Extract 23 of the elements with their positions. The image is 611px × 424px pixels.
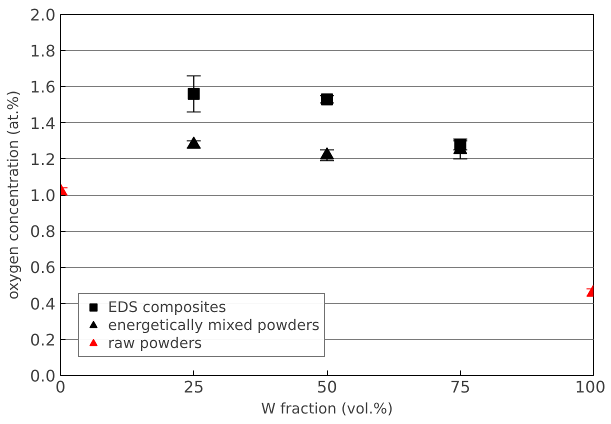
x-axis-title: W fraction (vol.%) — [261, 400, 393, 418]
y-tick-label: 1.6 — [30, 78, 56, 97]
x-tick-label: 50 — [316, 378, 338, 396]
x-tick-label: 25 — [184, 378, 204, 396]
x-tick-label: 75 — [450, 378, 470, 396]
y-tick-label: 1.2 — [30, 150, 56, 169]
point — [188, 88, 200, 100]
y-axis-title: oxygen concentration (at.%) — [5, 90, 22, 300]
y-tick-label: 0.2 — [30, 330, 56, 350]
y-tick-label: 0.4 — [30, 294, 56, 314]
y-tick-label: 1.0 — [30, 186, 56, 205]
y-tick-label: 0.6 — [30, 258, 56, 278]
x-tick-label: 100 — [574, 378, 606, 396]
x-tick-label: 0 — [55, 378, 66, 396]
legend-label: EDS composites — [108, 298, 226, 316]
y-tick-label: 0.8 — [30, 222, 56, 242]
y-tick-label: 1.8 — [30, 42, 56, 61]
y-tick-label: 1.4 — [30, 114, 56, 133]
legend-label: raw powders — [108, 334, 202, 352]
y-tick-label: 2.0 — [30, 6, 56, 24]
point — [186, 136, 201, 149]
y-tick-label: 0.0 — [30, 366, 56, 386]
legend-label: energetically mixed powders — [108, 316, 320, 334]
